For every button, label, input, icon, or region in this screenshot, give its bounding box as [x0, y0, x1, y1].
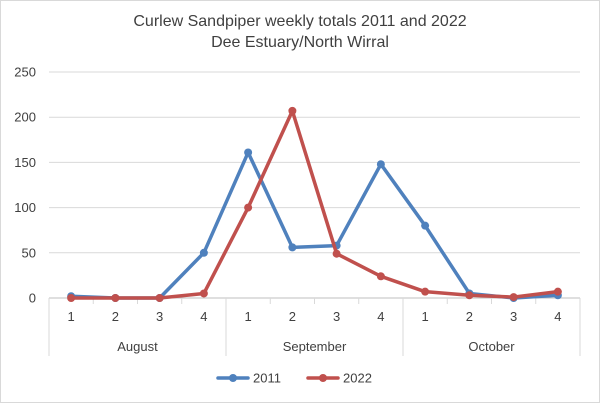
legend-marker-2022 — [319, 374, 327, 382]
data-point-2022 — [376, 272, 385, 281]
data-point-2022 — [421, 287, 430, 296]
data-point-2022 — [465, 291, 474, 300]
x-tick-label: 2 — [466, 309, 473, 324]
y-tick-label: 150 — [14, 155, 36, 170]
y-tick-label: 0 — [29, 291, 36, 306]
x-tick-label: 1 — [422, 309, 429, 324]
x-tick-label: 4 — [377, 309, 384, 324]
x-tick-label: 3 — [156, 309, 163, 324]
data-point-2011 — [199, 248, 208, 257]
data-point-2022 — [509, 293, 518, 302]
y-tick-label: 50 — [22, 245, 36, 260]
x-tick-label: 3 — [333, 309, 340, 324]
data-point-2011 — [421, 221, 430, 230]
data-point-2022 — [111, 294, 120, 302]
series-line-2011 — [69, 150, 560, 300]
data-point-2011 — [288, 243, 297, 252]
data-point-2011 — [244, 148, 253, 157]
legend-label-2011: 2011 — [253, 371, 281, 386]
y-tick-label: 100 — [14, 200, 36, 215]
data-point-2022 — [288, 106, 297, 115]
x-tick-label: 2 — [289, 309, 296, 324]
data-point-2011 — [376, 160, 385, 169]
x-group-label: September — [283, 339, 347, 354]
data-point-2022 — [67, 294, 76, 302]
y-tick-label: 200 — [14, 110, 36, 125]
data-point-2022 — [199, 289, 208, 298]
y-tick-label: 250 — [14, 65, 36, 80]
x-tick-label: 3 — [510, 309, 517, 324]
x-tick-label: 4 — [200, 309, 207, 324]
legend-marker-2011 — [229, 374, 237, 382]
x-tick-label: 1 — [245, 309, 252, 324]
data-point-2022 — [155, 294, 164, 302]
x-tick-label: 2 — [112, 309, 119, 324]
data-point-2022 — [332, 249, 341, 258]
data-point-2022 — [553, 287, 562, 296]
series-line-2022 — [69, 109, 560, 300]
chart-title: Curlew Sandpiper weekly totals 2011 and … — [133, 13, 467, 30]
x-tick-label: 4 — [554, 309, 561, 324]
chart-subtitle: Dee Estuary/North Wirral — [211, 34, 389, 51]
legend-label-2022: 2022 — [343, 371, 372, 386]
x-group-label: October — [468, 339, 515, 354]
data-point-2022 — [244, 203, 253, 212]
x-group-label: August — [117, 339, 158, 354]
x-tick-label: 1 — [68, 309, 75, 324]
